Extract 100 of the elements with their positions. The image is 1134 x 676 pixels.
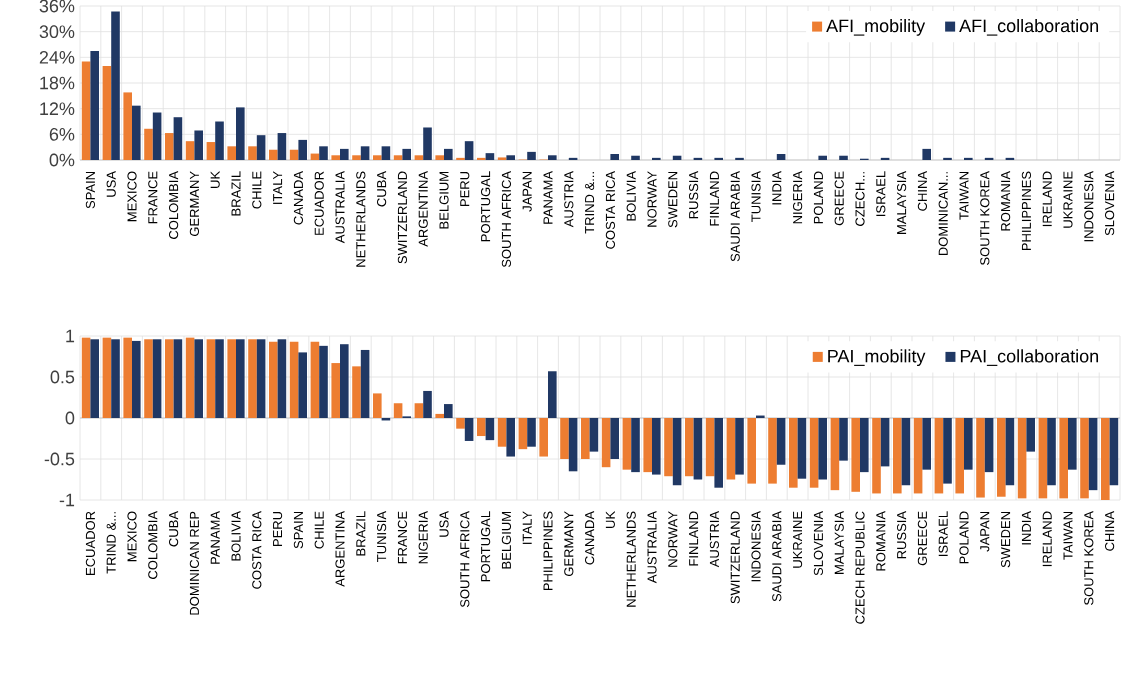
legend-label: AFI_collaboration <box>959 19 1099 36</box>
bar <box>173 117 183 160</box>
bar <box>269 341 278 418</box>
bar <box>289 341 299 418</box>
bar <box>423 390 432 418</box>
bar <box>818 418 827 480</box>
bar <box>913 418 923 494</box>
y-tick-label: 12% <box>40 102 75 115</box>
bar <box>81 61 91 160</box>
bar <box>102 337 112 418</box>
y-tick-label: 0 <box>65 411 75 425</box>
bar <box>1047 418 1056 486</box>
bar <box>414 403 424 418</box>
y-tick-label: 30% <box>39 25 75 39</box>
bar <box>601 418 611 468</box>
bar <box>227 339 236 418</box>
y-tick-label: 24% <box>39 50 75 64</box>
bar <box>1026 418 1036 452</box>
bar <box>423 127 432 160</box>
bar <box>860 418 869 473</box>
bar <box>893 418 902 494</box>
bar <box>444 148 453 160</box>
bar <box>726 418 736 480</box>
bar <box>485 153 495 160</box>
bar <box>102 65 112 160</box>
bar <box>747 418 756 484</box>
bar <box>955 418 965 494</box>
bar <box>185 141 195 160</box>
bar <box>173 339 183 418</box>
bar <box>652 418 661 475</box>
bar <box>185 337 195 418</box>
bar <box>922 418 931 470</box>
bar <box>236 339 245 418</box>
bar <box>360 349 370 418</box>
y-tick-label: 36% <box>39 0 75 13</box>
bar <box>464 141 474 160</box>
bar <box>797 418 807 479</box>
bar <box>360 146 370 160</box>
bar <box>560 418 569 459</box>
bar <box>693 418 703 480</box>
y-tick-label: 1 <box>66 329 75 343</box>
bar <box>485 418 495 441</box>
bar <box>123 92 133 160</box>
bar <box>227 146 236 160</box>
bar <box>132 340 141 418</box>
bar <box>402 148 412 160</box>
bar <box>568 418 578 472</box>
bar <box>934 418 944 494</box>
bar <box>319 146 328 160</box>
bar <box>581 418 590 459</box>
bar <box>289 149 299 160</box>
bar <box>548 371 557 418</box>
bar <box>248 146 257 160</box>
bar <box>215 121 224 160</box>
bar <box>477 418 486 437</box>
bar <box>506 418 515 457</box>
bar <box>111 339 120 418</box>
bar <box>497 418 507 447</box>
bar <box>1005 418 1015 486</box>
bar <box>298 139 307 160</box>
legend-label: PAI_mobility <box>828 349 926 367</box>
bar <box>81 337 91 418</box>
bar <box>340 148 349 160</box>
bar <box>1080 418 1089 499</box>
legend-label: AFI_mobility <box>826 19 926 36</box>
bar <box>111 11 120 160</box>
bar <box>672 418 682 486</box>
bar <box>976 418 985 498</box>
bar <box>610 418 619 459</box>
bar <box>90 50 100 160</box>
bar <box>464 418 474 441</box>
bar <box>194 339 204 418</box>
bar <box>622 418 632 470</box>
bar <box>830 418 840 491</box>
bar <box>705 418 715 477</box>
bar <box>152 339 162 418</box>
bar <box>277 339 287 418</box>
bar <box>527 418 536 447</box>
y-tick-label: 6% <box>49 127 75 141</box>
bar <box>809 418 819 488</box>
bar <box>776 418 786 465</box>
bar <box>373 393 382 418</box>
bar <box>165 339 174 418</box>
bar <box>589 418 599 452</box>
bar <box>194 130 204 160</box>
bar <box>901 418 911 486</box>
bar <box>123 337 133 418</box>
bar <box>340 344 349 418</box>
bar <box>527 151 536 160</box>
bar <box>1068 418 1077 470</box>
y-tick-label: -0.5 <box>44 452 75 466</box>
bar <box>610 154 620 160</box>
bar <box>236 107 245 160</box>
bar <box>393 403 403 418</box>
bar <box>256 339 266 418</box>
bar <box>456 418 465 429</box>
bar <box>839 418 848 461</box>
bar <box>685 418 694 477</box>
bar <box>215 339 224 418</box>
bar <box>298 352 307 418</box>
